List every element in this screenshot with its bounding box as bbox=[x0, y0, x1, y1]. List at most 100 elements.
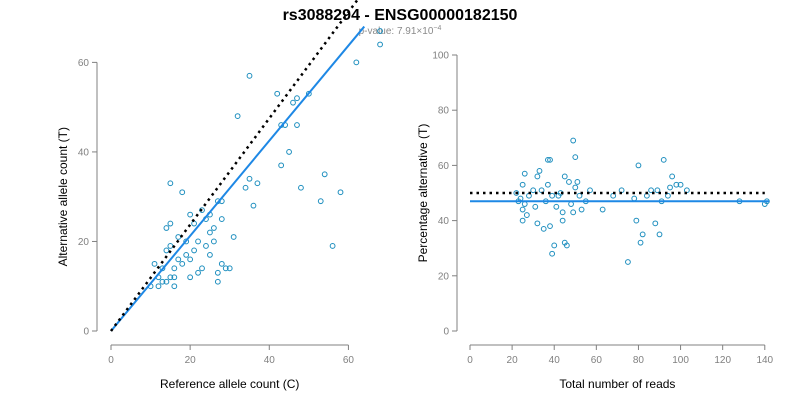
data-point bbox=[175, 234, 182, 240]
data-point bbox=[566, 179, 572, 185]
data-point bbox=[549, 250, 556, 257]
data-point bbox=[187, 211, 194, 218]
data-point bbox=[625, 259, 631, 265]
data-point bbox=[523, 212, 530, 218]
data-point bbox=[576, 192, 583, 199]
data-point bbox=[329, 243, 336, 249]
data-point bbox=[633, 217, 640, 224]
data-point bbox=[167, 220, 174, 227]
data-point bbox=[286, 149, 292, 155]
data-point bbox=[305, 90, 312, 97]
data-point bbox=[660, 156, 667, 163]
data-point bbox=[559, 209, 566, 216]
p-value-label: p-value: 7.91×10−4 bbox=[359, 25, 442, 37]
y-tick-label: 0 bbox=[443, 327, 449, 338]
data-point bbox=[171, 265, 178, 272]
data-point bbox=[151, 260, 158, 267]
data-point bbox=[656, 231, 663, 238]
data-point bbox=[167, 274, 174, 281]
data-point bbox=[551, 242, 558, 249]
x-tick-label: 120 bbox=[714, 355, 731, 366]
data-point bbox=[637, 239, 644, 246]
data-point bbox=[545, 156, 551, 163]
fit-line bbox=[110, 25, 366, 332]
data-point bbox=[207, 229, 213, 236]
data-point bbox=[163, 247, 170, 254]
data-point bbox=[187, 274, 194, 281]
data-point bbox=[536, 168, 543, 174]
data-point bbox=[195, 269, 201, 276]
data-point bbox=[530, 187, 537, 194]
data-point bbox=[230, 234, 237, 240]
x-tick-label: 40 bbox=[549, 355, 561, 366]
data-point bbox=[222, 265, 229, 272]
data-point bbox=[203, 243, 209, 249]
y-tick-label: 20 bbox=[78, 237, 90, 248]
data-point bbox=[631, 195, 638, 202]
data-point bbox=[587, 187, 593, 194]
data-point bbox=[191, 247, 198, 254]
data-point bbox=[218, 260, 225, 267]
p-value-text: p-value: 7.91×10 bbox=[359, 26, 434, 37]
y-tick-label: 60 bbox=[78, 58, 90, 69]
data-point bbox=[561, 173, 568, 180]
data-point bbox=[599, 206, 606, 213]
data-point bbox=[563, 242, 570, 249]
data-point bbox=[559, 217, 566, 224]
data-point bbox=[234, 113, 241, 120]
data-point bbox=[521, 201, 528, 207]
data-point bbox=[187, 256, 194, 263]
data-point bbox=[294, 95, 300, 102]
data-point bbox=[377, 28, 383, 34]
data-point bbox=[183, 251, 190, 258]
x-tick-label: 100 bbox=[672, 355, 689, 366]
data-point bbox=[654, 187, 661, 194]
x-tick-label: 20 bbox=[185, 355, 197, 366]
x-tick-label: 0 bbox=[108, 355, 114, 366]
data-point bbox=[214, 269, 221, 276]
data-point bbox=[669, 173, 676, 180]
y-tick-label: 40 bbox=[438, 216, 450, 227]
data-point bbox=[218, 216, 225, 222]
data-point bbox=[191, 220, 198, 227]
data-point bbox=[635, 162, 642, 169]
data-point bbox=[545, 181, 551, 188]
right-scatter-panel: 0 20 40 60 80 100 120 140 0 20 40 60 80 100 Total numb… bbox=[416, 51, 774, 392]
data-point bbox=[298, 184, 304, 191]
data-point bbox=[171, 283, 178, 290]
data-point bbox=[353, 59, 360, 66]
data-point bbox=[532, 203, 539, 210]
data-point bbox=[513, 190, 520, 196]
data-point bbox=[570, 137, 577, 144]
data-point bbox=[246, 72, 253, 79]
x-tick-label: 40 bbox=[264, 355, 276, 366]
y-tick-label: 40 bbox=[78, 147, 90, 158]
data-point bbox=[290, 99, 296, 106]
data-point bbox=[572, 154, 579, 161]
data-point bbox=[337, 189, 344, 196]
data-point bbox=[246, 175, 253, 182]
data-point bbox=[673, 181, 680, 188]
data-point bbox=[207, 251, 213, 258]
data-point bbox=[578, 206, 585, 213]
data-point bbox=[175, 256, 182, 263]
data-point bbox=[321, 171, 328, 178]
left-scatter-panel: 0 20 40 60 0 20 40 60 Reference allele count (C)… bbox=[56, 0, 383, 391]
data-point bbox=[521, 170, 528, 177]
x-tick-label: 60 bbox=[343, 355, 355, 366]
y-axis-label: Percentage alternative (T) bbox=[416, 124, 430, 263]
x-axis-label: Total number of reads bbox=[559, 377, 675, 391]
x-tick-label: 60 bbox=[591, 355, 603, 366]
y-tick-label: 0 bbox=[83, 327, 89, 338]
data-point bbox=[155, 283, 162, 290]
data-point bbox=[519, 181, 526, 188]
data-point bbox=[377, 41, 383, 48]
data-point bbox=[250, 202, 257, 209]
x-axis-label: Reference allele count (C) bbox=[160, 377, 299, 391]
data-point bbox=[547, 223, 553, 230]
data-point bbox=[317, 198, 324, 205]
data-point bbox=[294, 122, 300, 128]
data-point bbox=[574, 179, 581, 185]
data-point bbox=[210, 225, 217, 231]
